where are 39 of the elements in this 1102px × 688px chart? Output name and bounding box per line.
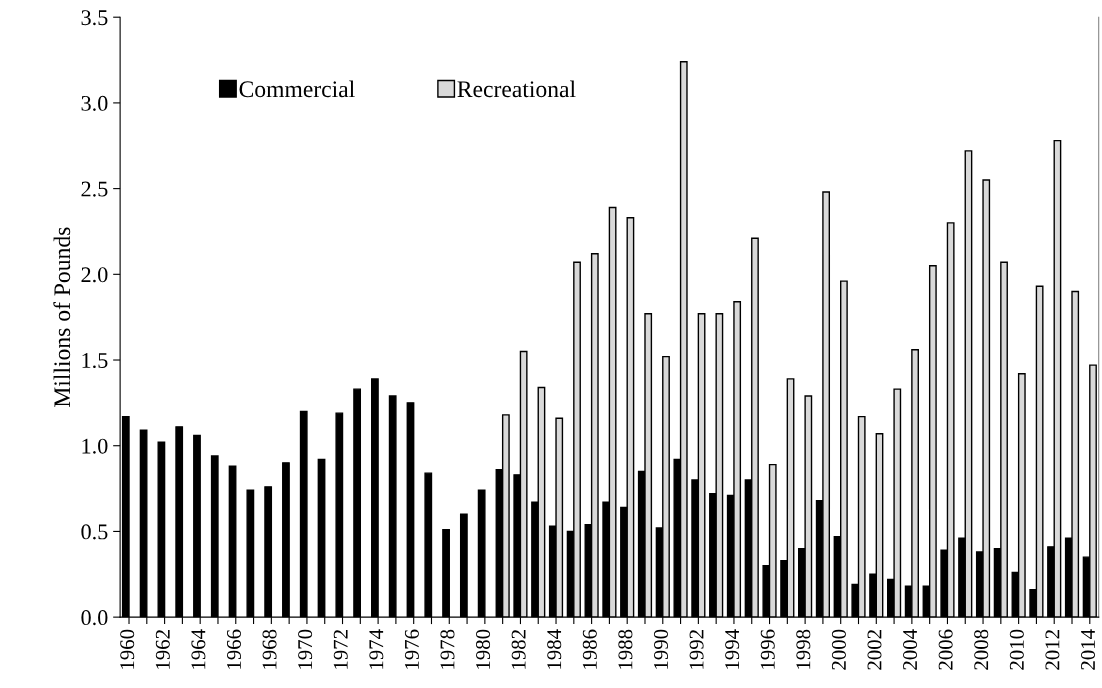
x-tick-label: 1962 — [155, 630, 170, 669]
y-tick-label: 1.5 — [82, 353, 108, 369]
x-tick-label: 1992 — [689, 630, 704, 669]
x-tick-label: 2002 — [867, 630, 882, 670]
x-tick-label: 1996 — [760, 629, 775, 669]
x-tick-label: 1980 — [476, 629, 491, 669]
x-tick-label: 1978 — [440, 629, 455, 669]
x-tick-label: 1966 — [226, 629, 241, 669]
legend-label: Commercial — [239, 80, 355, 98]
x-tick-label: 1976 — [404, 629, 419, 669]
x-tick-label: 2014 — [1080, 629, 1096, 670]
x-tick-label: 1988 — [618, 629, 633, 669]
y-tick-label: 2.0 — [81, 267, 108, 283]
x-tick-label: 1986 — [582, 629, 597, 669]
x-tick-label: 2012 — [1045, 630, 1060, 670]
x-tick-label: 1984 — [547, 629, 562, 669]
x-tick-label: 2010 — [1009, 629, 1024, 670]
x-tick-label: 1974 — [369, 629, 384, 669]
x-tick-label: 1994 — [725, 629, 740, 669]
x-tick-label: 2000 — [831, 629, 846, 670]
x-tick-label: 2006 — [938, 629, 953, 670]
x-tick-label: 2004 — [903, 629, 918, 670]
legend-label: Recreational — [457, 80, 576, 98]
x-tick-label: 1998 — [796, 629, 811, 669]
x-tick-label: 1990 — [653, 629, 668, 669]
x-tick-label: 1972 — [333, 630, 348, 669]
x-tick-label: 1960 — [120, 629, 135, 669]
x-tick-label: 1970 — [298, 629, 313, 669]
x-tick-label: 1964 — [191, 629, 206, 669]
y-tick-label: 0.5 — [81, 524, 108, 540]
x-tick-label: 2008 — [974, 629, 989, 670]
x-tick-label: 1982 — [511, 630, 526, 669]
y-axis-title: Millions of Pounds — [53, 227, 71, 408]
y-tick-label: 0.0 — [81, 610, 108, 626]
y-tick-label: 3.5 — [81, 10, 108, 26]
y-tick-label: 1.0 — [82, 438, 108, 454]
x-tick-label: 1968 — [262, 629, 277, 669]
y-tick-label: 2.5 — [81, 181, 108, 197]
y-tick-label: 3.0 — [81, 95, 108, 111]
